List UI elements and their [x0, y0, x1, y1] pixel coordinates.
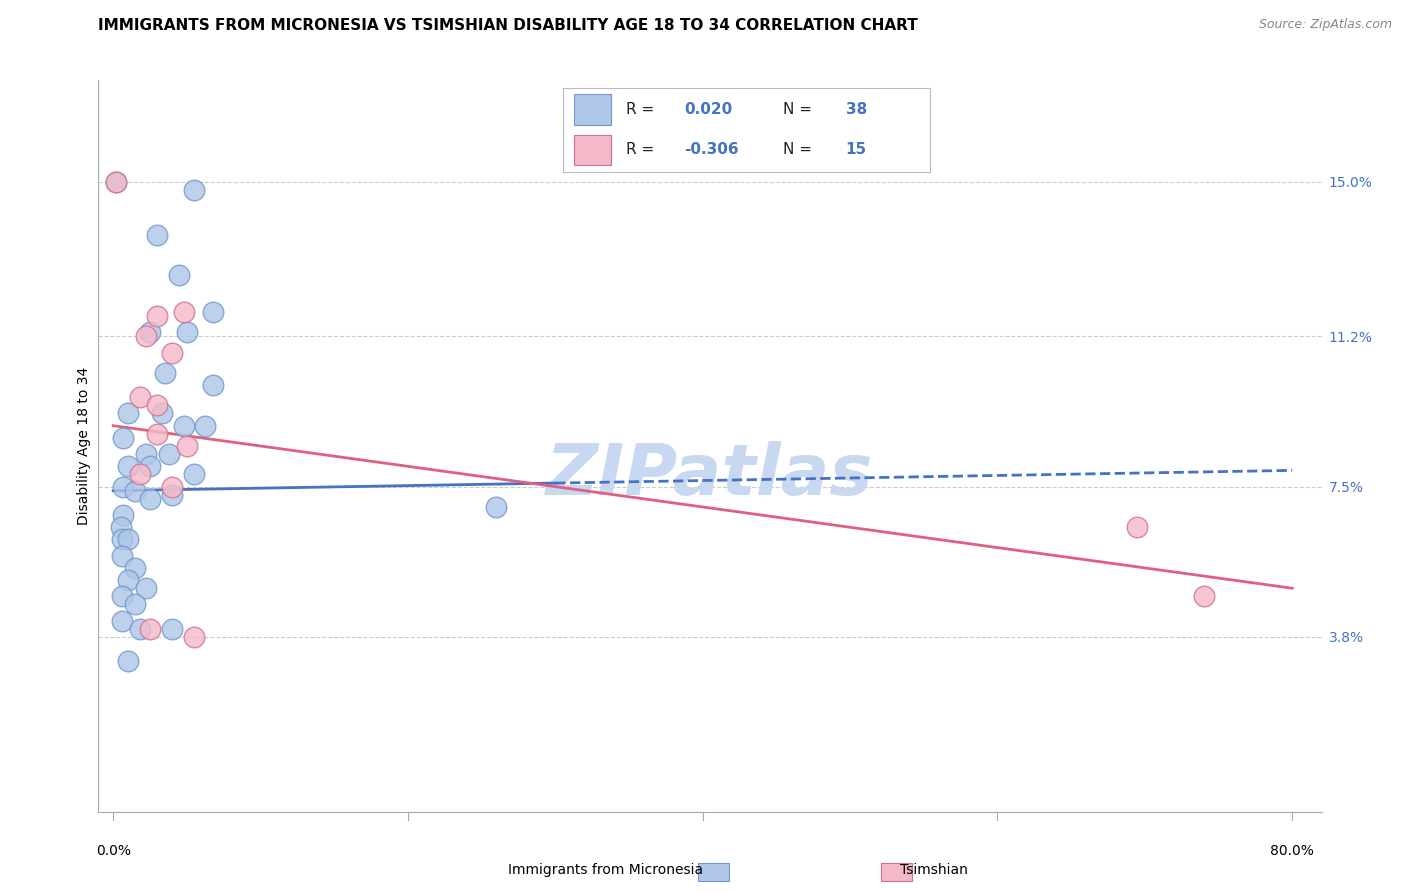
Point — [135, 581, 157, 595]
Point — [193, 418, 215, 433]
Text: Source: ZipAtlas.com: Source: ZipAtlas.com — [1258, 18, 1392, 31]
Point — [183, 467, 205, 482]
Point — [176, 325, 198, 339]
Point — [1126, 520, 1149, 534]
Point — [139, 491, 162, 506]
Point — [485, 500, 508, 514]
Point — [111, 590, 134, 604]
Point — [128, 390, 150, 404]
Point — [112, 508, 135, 522]
Point — [160, 488, 183, 502]
Point — [139, 325, 162, 339]
Point — [124, 561, 146, 575]
Point — [183, 183, 205, 197]
Text: ZIPatlas: ZIPatlas — [547, 441, 873, 509]
Point — [117, 573, 139, 587]
Point — [111, 533, 134, 547]
Bar — [697, 863, 730, 881]
Point — [169, 268, 191, 283]
Point — [1192, 590, 1215, 604]
Point — [157, 447, 180, 461]
Point — [135, 447, 157, 461]
Point — [139, 459, 162, 474]
Point — [202, 305, 225, 319]
Point — [117, 654, 139, 668]
Point — [173, 418, 195, 433]
Point — [111, 549, 134, 563]
Point — [112, 431, 135, 445]
Point — [146, 309, 169, 323]
Y-axis label: Disability Age 18 to 34: Disability Age 18 to 34 — [77, 367, 91, 525]
Bar — [880, 863, 912, 881]
Point — [146, 227, 169, 242]
Point — [105, 175, 128, 189]
Point — [111, 614, 134, 628]
Point — [117, 459, 139, 474]
Point — [117, 533, 139, 547]
Point — [146, 426, 169, 441]
Point — [202, 378, 225, 392]
Text: Tsimshian: Tsimshian — [900, 863, 967, 877]
Point — [112, 480, 135, 494]
Text: 0.0%: 0.0% — [96, 844, 131, 858]
Point — [160, 480, 183, 494]
Point — [153, 366, 176, 380]
Point — [139, 622, 162, 636]
Text: IMMIGRANTS FROM MICRONESIA VS TSIMSHIAN DISABILITY AGE 18 TO 34 CORRELATION CHAR: IMMIGRANTS FROM MICRONESIA VS TSIMSHIAN … — [98, 18, 918, 33]
Point — [150, 407, 173, 421]
Point — [128, 622, 150, 636]
Point — [146, 398, 169, 412]
Text: Immigrants from Micronesia: Immigrants from Micronesia — [508, 863, 703, 877]
Point — [124, 483, 146, 498]
Point — [173, 305, 195, 319]
Point — [160, 345, 183, 359]
Point — [110, 520, 132, 534]
Point — [183, 630, 205, 644]
Point — [124, 598, 146, 612]
Point — [105, 175, 128, 189]
Text: 80.0%: 80.0% — [1270, 844, 1315, 858]
Point — [117, 407, 139, 421]
Point — [176, 439, 198, 453]
Point — [160, 622, 183, 636]
Point — [128, 467, 150, 482]
Point — [135, 329, 157, 343]
